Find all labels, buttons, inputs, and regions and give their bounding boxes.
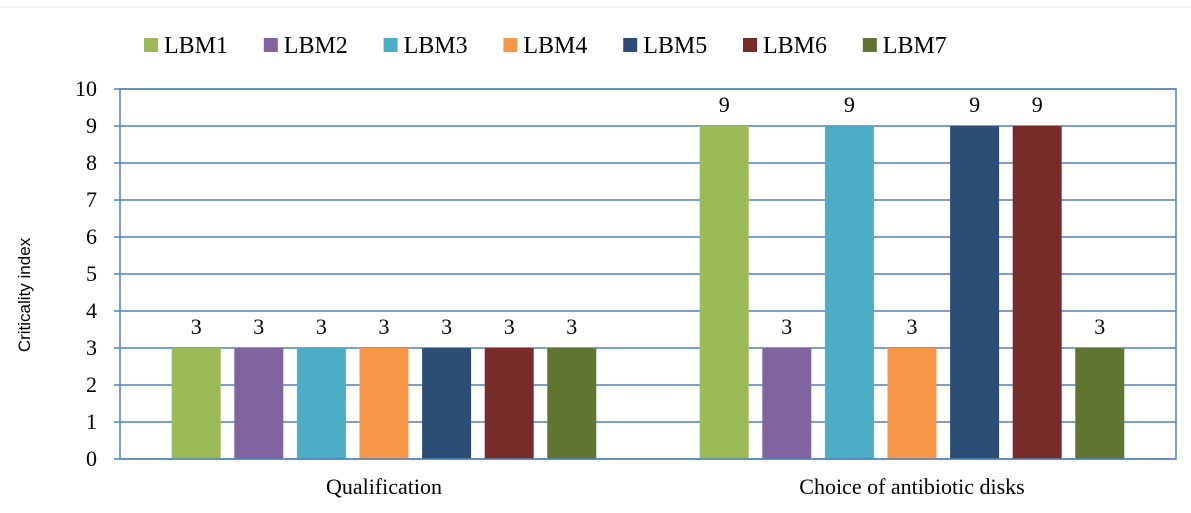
y-axis-label: Criticality index — [15, 237, 34, 352]
bar-lbm3-antibiotic-disks — [824, 126, 874, 459]
y-tick-label: 4 — [86, 298, 97, 323]
data-label: 9 — [719, 92, 730, 117]
bars — [171, 126, 1125, 459]
bar-lbm4-qualification — [359, 348, 409, 459]
y-tick-label: 6 — [86, 224, 97, 249]
legend-swatch-lbm1 — [144, 38, 158, 52]
data-label: 3 — [441, 314, 452, 339]
legend-label: LBM6 — [763, 33, 827, 59]
bar-lbm1-antibiotic-disks — [699, 126, 749, 459]
legend: LBM1 LBM2 LBM3 LBM4 LBM5 LBM6 LBM7 — [144, 33, 947, 59]
y-tick-label: 7 — [86, 187, 97, 212]
legend-label: LBM4 — [523, 33, 587, 59]
legend-swatch-lbm6 — [743, 38, 757, 52]
data-label: 3 — [566, 314, 577, 339]
legend-swatch-lbm7 — [862, 38, 877, 52]
data-label: 3 — [253, 314, 264, 339]
legend-swatch-lbm5 — [623, 38, 638, 52]
legend-swatch-lbm2 — [263, 38, 278, 52]
data-label: 3 — [907, 314, 918, 339]
data-label: 3 — [504, 314, 515, 339]
bar-lbm5-antibiotic-disks — [950, 126, 1000, 459]
bar-lbm2-antibiotic-disks — [762, 348, 812, 459]
y-tick-label: 3 — [86, 335, 97, 360]
bar-lbm7-qualification — [547, 348, 597, 459]
y-tick-label: 5 — [86, 261, 97, 286]
y-tick-label: 0 — [86, 446, 97, 471]
data-label: 3 — [781, 314, 792, 339]
y-tick-label: 2 — [86, 372, 97, 397]
legend-label: LBM2 — [284, 33, 348, 59]
bar-lbm7-antibiotic-disks — [1075, 348, 1125, 459]
data-label: 9 — [969, 92, 980, 117]
data-labels: 3 3 3 3 3 3 3 9 3 9 3 9 9 3 — [191, 92, 1106, 339]
y-tick-label: 10 — [75, 76, 97, 101]
legend-swatch-lbm4 — [503, 38, 518, 52]
bar-lbm5-qualification — [422, 348, 472, 459]
plot-area-frame — [119, 88, 1177, 460]
bar-lbm6-antibiotic-disks — [1012, 126, 1062, 459]
y-tick-label: 8 — [86, 150, 97, 175]
data-label: 3 — [379, 314, 390, 339]
legend-label: LBM1 — [164, 33, 228, 59]
data-label: 3 — [1094, 314, 1105, 339]
data-label: 9 — [844, 92, 855, 117]
legend-label: LBM7 — [883, 33, 947, 59]
bar-lbm1-qualification — [171, 348, 221, 459]
data-label: 3 — [316, 314, 327, 339]
x-tick-label: Choice of antibiotic disks — [799, 474, 1024, 499]
legend-label: LBM3 — [404, 33, 468, 59]
legend-swatch-lbm3 — [383, 38, 398, 52]
y-tick-label: 9 — [86, 113, 97, 138]
bar-lbm2-qualification — [234, 348, 284, 459]
legend-label: LBM5 — [643, 33, 707, 59]
y-axis-ticks: 0 1 2 3 4 5 6 7 8 9 10 — [75, 76, 97, 471]
y-tick-label: 1 — [86, 409, 97, 434]
data-label: 3 — [191, 314, 202, 339]
x-tick-label: Qualification — [326, 474, 442, 499]
bar-lbm6-qualification — [484, 348, 534, 459]
bar-lbm3-qualification — [296, 348, 346, 459]
bar-lbm4-antibiotic-disks — [887, 348, 937, 459]
data-label: 9 — [1032, 92, 1043, 117]
x-axis-ticks: Qualification Choice of antibiotic disks — [326, 474, 1025, 499]
